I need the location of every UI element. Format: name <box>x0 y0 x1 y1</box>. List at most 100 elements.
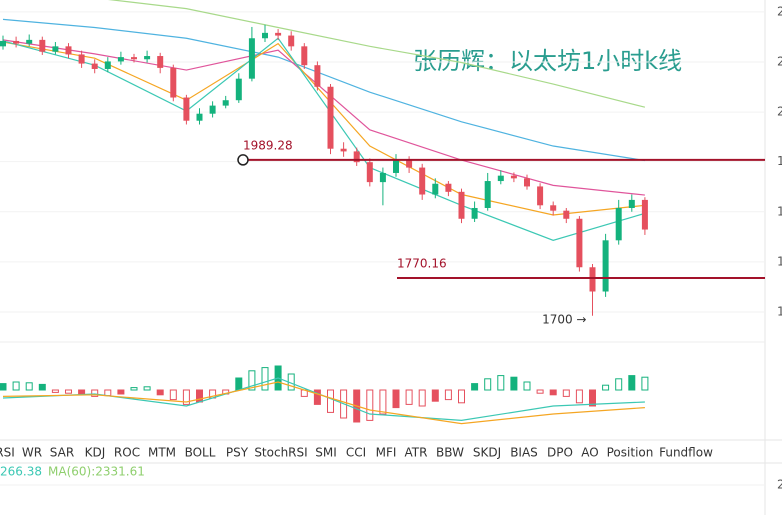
macd-bar <box>589 389 596 407</box>
candle-body <box>170 67 177 98</box>
candle-body <box>484 181 491 208</box>
candle-body <box>340 148 347 152</box>
indicator-tab[interactable]: Fundflow <box>659 446 713 460</box>
macd-bar <box>130 387 138 391</box>
moving-average <box>107 0 646 108</box>
macd-bar <box>562 389 570 397</box>
indicator-tab[interactable]: KDJ <box>85 446 106 460</box>
y-tick-label: 2 <box>777 4 782 18</box>
y-tick-label: 2 <box>777 54 782 68</box>
macd-bar <box>458 389 465 404</box>
indicator-tab[interactable]: WR <box>22 446 42 460</box>
macd-bar <box>235 377 243 391</box>
macd-bar <box>575 389 583 404</box>
macd-bar <box>117 389 125 395</box>
y-tick-label: 1 <box>777 154 782 168</box>
candle-body <box>275 32 282 36</box>
candle-body <box>471 207 478 219</box>
indicator-tab[interactable]: DPO <box>547 446 573 460</box>
candle-body <box>52 46 59 52</box>
indicator-tab[interactable]: ATR <box>405 446 428 460</box>
candle-body <box>497 175 504 182</box>
candle-body <box>563 210 570 219</box>
macd-bar <box>418 389 426 407</box>
macd-bar <box>0 383 7 391</box>
indicator-tab[interactable]: MTM <box>148 446 176 460</box>
candle-body <box>209 105 216 114</box>
candle-body <box>157 56 164 68</box>
macd-bar <box>261 367 269 391</box>
indicator-tab[interactable]: SMI <box>315 446 337 460</box>
candle-body <box>183 97 190 121</box>
macd-bar <box>366 389 374 421</box>
indicator-tab[interactable]: RSI <box>0 446 15 460</box>
candle-body <box>353 151 360 163</box>
macd-bar <box>615 378 623 391</box>
candle-body <box>589 267 596 292</box>
candle-body <box>510 175 517 179</box>
macd-bar <box>536 389 544 394</box>
macd-bar <box>38 383 46 391</box>
macd-bar <box>182 389 190 405</box>
macd-bar <box>444 389 452 401</box>
macd-bar <box>392 389 400 409</box>
indicator-tab[interactable]: StochRSI <box>254 446 307 460</box>
y-tick-label: 1 <box>777 304 782 318</box>
candle-body <box>91 63 98 69</box>
candle-body <box>65 46 72 55</box>
macd-bar <box>510 376 518 391</box>
indicator-tab[interactable]: PSY <box>226 446 249 460</box>
candle-body <box>144 56 151 60</box>
candle-body <box>235 78 242 101</box>
indicator-tab[interactable]: BIAS <box>510 446 538 460</box>
indicator-tab[interactable]: ROC <box>114 446 140 460</box>
candle-body <box>13 40 20 44</box>
candle-body <box>104 61 111 69</box>
macd-bar <box>471 383 479 391</box>
macd-bar <box>156 389 164 396</box>
price-level-label: 1989.28 <box>243 138 293 152</box>
candle-body <box>537 186 544 206</box>
macd-bar <box>51 389 59 393</box>
candle-body <box>314 65 321 87</box>
candle-body <box>248 38 255 79</box>
indicator-tab[interactable]: BOLL <box>185 446 216 460</box>
candle-body <box>39 39 46 52</box>
indicator-tab[interactable]: BBW <box>436 446 464 460</box>
macd-bar <box>12 381 20 391</box>
chart-title: 张历辉：以太坊1小时k线 <box>413 47 682 75</box>
macd-bar <box>25 382 33 391</box>
macd-bar <box>65 389 72 394</box>
moving-average <box>2 18 645 162</box>
macd-bar <box>641 376 649 391</box>
indicator-tab[interactable]: Position <box>607 446 654 460</box>
macd-bar <box>484 378 492 391</box>
indicator-tab[interactable]: SAR <box>50 446 74 460</box>
moving-average <box>2 39 645 196</box>
y-tick-label: 1 <box>777 204 782 218</box>
candle-body <box>458 191 465 219</box>
candle-body <box>117 57 124 62</box>
indicator-tab[interactable]: MFI <box>376 446 397 460</box>
macd-bar <box>628 375 636 391</box>
candle-body <box>432 183 439 195</box>
y-tick-label: 2 <box>777 478 782 492</box>
candle-body <box>379 172 386 183</box>
macd-bar <box>405 389 413 405</box>
candle-body <box>393 159 399 173</box>
indicator-tab[interactable]: SKDJ <box>473 446 501 460</box>
candle-body <box>131 57 137 60</box>
price-level-label: 1770.16 <box>397 256 447 270</box>
indicator-tab[interactable]: CCI <box>346 446 366 460</box>
footer-value: 266.38 <box>0 465 42 479</box>
macd-bar <box>91 389 99 397</box>
footer-value: MA(60):2331.61 <box>48 465 145 479</box>
indicator-tab[interactable]: AO <box>581 446 598 460</box>
low-annotation: 1700 → <box>542 312 586 326</box>
candle-body <box>78 54 85 64</box>
macd-bar <box>431 389 439 402</box>
level-anchor <box>237 154 249 166</box>
candle-body <box>196 113 203 121</box>
